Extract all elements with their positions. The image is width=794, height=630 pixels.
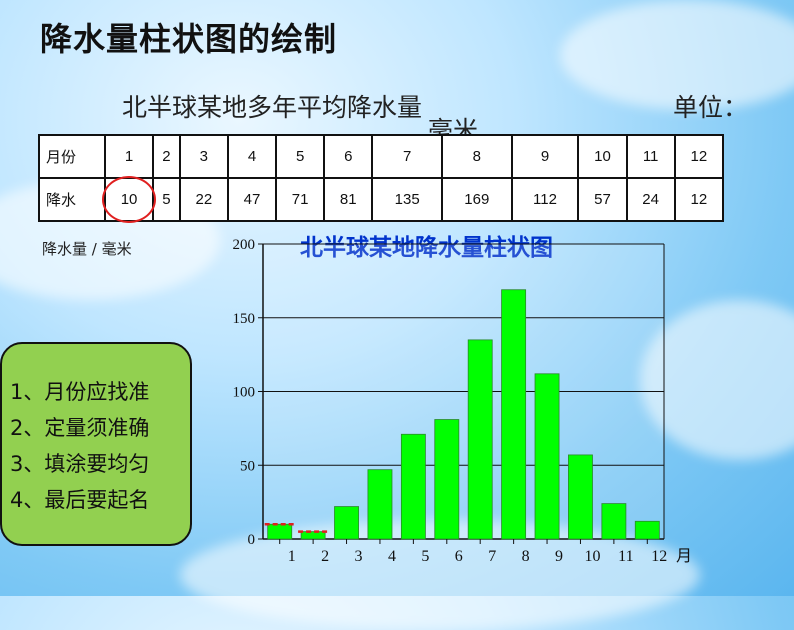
table-cell-month: 9 [510, 134, 580, 179]
table-cell-value: 71 [275, 177, 326, 222]
x-tick-label: 8 [522, 548, 530, 565]
chart-title: 北半球某地降水量柱状图 [300, 228, 553, 262]
table-cell-month: 6 [323, 134, 374, 179]
table-row-label-months: 月份 [38, 134, 106, 179]
tip-item: 2、定量须准确 [10, 416, 150, 440]
tips-box: 1、月份应找准 2、定量须准确 3、填涂要均匀 4、最后要起名 [0, 342, 192, 546]
table-cell-value: 112 [510, 177, 580, 222]
y-axis-label: 降水量 / 毫米 [42, 240, 132, 258]
bar [300, 531, 326, 540]
table-cell-value: 5 [152, 177, 181, 222]
bar [634, 520, 660, 540]
precipitation-table: 月份 1 2 3 4 5 6 7 8 9 10 11 12 降水 10 5 22 47 71 81 135 169 1… [38, 134, 725, 223]
table-cell-value: 22 [178, 177, 229, 222]
x-axis-label: 月 [676, 546, 692, 565]
y-tick-label: 200 [233, 237, 256, 253]
table-cell-value: 135 [371, 177, 443, 222]
bar [267, 523, 293, 540]
x-tick-label: 2 [321, 548, 329, 565]
table-cell-month: 5 [275, 134, 326, 179]
x-tick-label: 12 [651, 548, 667, 565]
table-row-label-values: 降水 [38, 177, 106, 222]
bar [434, 419, 460, 540]
table-cell-month: 7 [371, 134, 443, 179]
bar [334, 506, 359, 540]
x-tick-label: 11 [618, 548, 633, 565]
table-cell-value: 169 [440, 177, 513, 222]
bar [501, 289, 527, 540]
table-cell-value: 24 [625, 177, 676, 222]
x-tick-label: 10 [584, 548, 600, 565]
table-cell-value: 81 [323, 177, 374, 222]
table-cell-value: 47 [226, 177, 278, 222]
table-cell-month: 12 [673, 134, 725, 179]
x-tick-label: 9 [555, 548, 563, 565]
table-cell-month: 11 [625, 134, 676, 179]
x-tick-label: 1 [288, 548, 296, 565]
table-caption: 北半球某地多年平均降水量 [122, 93, 423, 122]
table-cell-month: 2 [152, 134, 181, 179]
tip-item: 3、填涂要均匀 [10, 452, 150, 476]
bar [601, 503, 627, 540]
bar [367, 469, 393, 540]
bar [568, 454, 593, 540]
y-tick-label: 50 [240, 458, 255, 474]
x-tick-label: 6 [455, 548, 463, 565]
bar [467, 339, 493, 540]
slide-title: 降水量柱状图的绘制 [40, 20, 338, 58]
x-tick-label: 3 [355, 548, 363, 565]
x-tick-label: 7 [488, 548, 496, 565]
table-cell-month: 8 [440, 134, 513, 179]
y-tick-label: 0 [248, 532, 256, 548]
table-row-values: 降水 10 5 22 47 71 81 135 169 112 57 24 12 [38, 176, 725, 223]
table-cell-value: 12 [673, 177, 725, 222]
tip-item: 4、最后要起名 [10, 488, 150, 512]
x-tick-label: 5 [421, 548, 429, 565]
table-unit-label: 单位： [673, 93, 749, 122]
table-row-months: 月份 1 2 3 4 5 6 7 8 9 10 11 12 [38, 134, 725, 179]
table-cell-month: 4 [226, 134, 278, 179]
bar [534, 373, 560, 540]
bar [400, 433, 426, 540]
y-tick-label: 150 [233, 311, 256, 327]
tip-item: 1、月份应找准 [10, 380, 150, 404]
table-cell-value: 57 [577, 177, 628, 222]
table-cell-month: 10 [577, 134, 628, 179]
x-tick-label: 4 [388, 548, 396, 565]
table-cell-month: 3 [178, 134, 229, 179]
y-tick-label: 100 [233, 385, 256, 401]
